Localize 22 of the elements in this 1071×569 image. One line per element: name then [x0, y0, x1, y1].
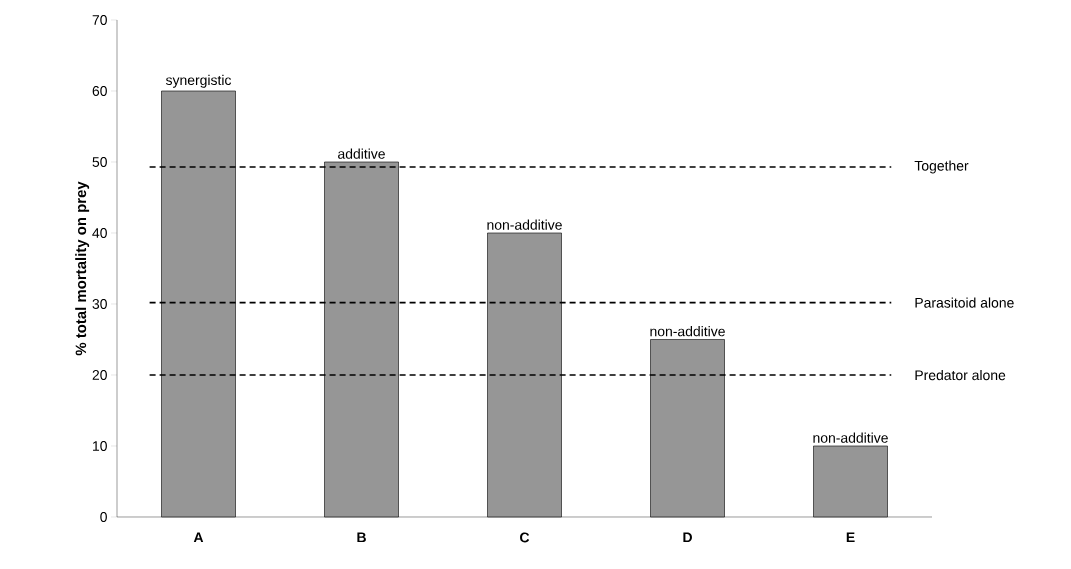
y-tick-label: 30 [92, 299, 107, 309]
x-tick-label: C [520, 532, 530, 543]
y-tick-label: 40 [92, 228, 107, 238]
annotation: synergistic [165, 74, 232, 88]
y-tick-label: 10 [93, 441, 107, 451]
y-tick-label: 20 [92, 370, 107, 380]
ref-line-label: Predator alone [915, 369, 1006, 381]
annotation: additive [338, 148, 385, 159]
y-tick-label: 50 [92, 157, 107, 167]
annotation: non-additive [487, 219, 562, 230]
y-tick-label: 70 [92, 15, 107, 25]
y-tick-label: 0 [100, 512, 107, 522]
ref-line-label: Parasitoid alone [915, 297, 1014, 308]
y-axis-title: % total mortality on prey [75, 181, 90, 356]
x-tick-label: D [683, 532, 692, 543]
y-tick-label: 60 [92, 86, 107, 96]
x-tick-label: A [193, 532, 204, 543]
ref-line-label: Together [914, 160, 969, 174]
x-tick-label: E [846, 532, 855, 543]
x-tick-label: B [357, 532, 366, 543]
annotation: non-additive [650, 326, 725, 337]
annotation: non-additive [813, 432, 888, 443]
